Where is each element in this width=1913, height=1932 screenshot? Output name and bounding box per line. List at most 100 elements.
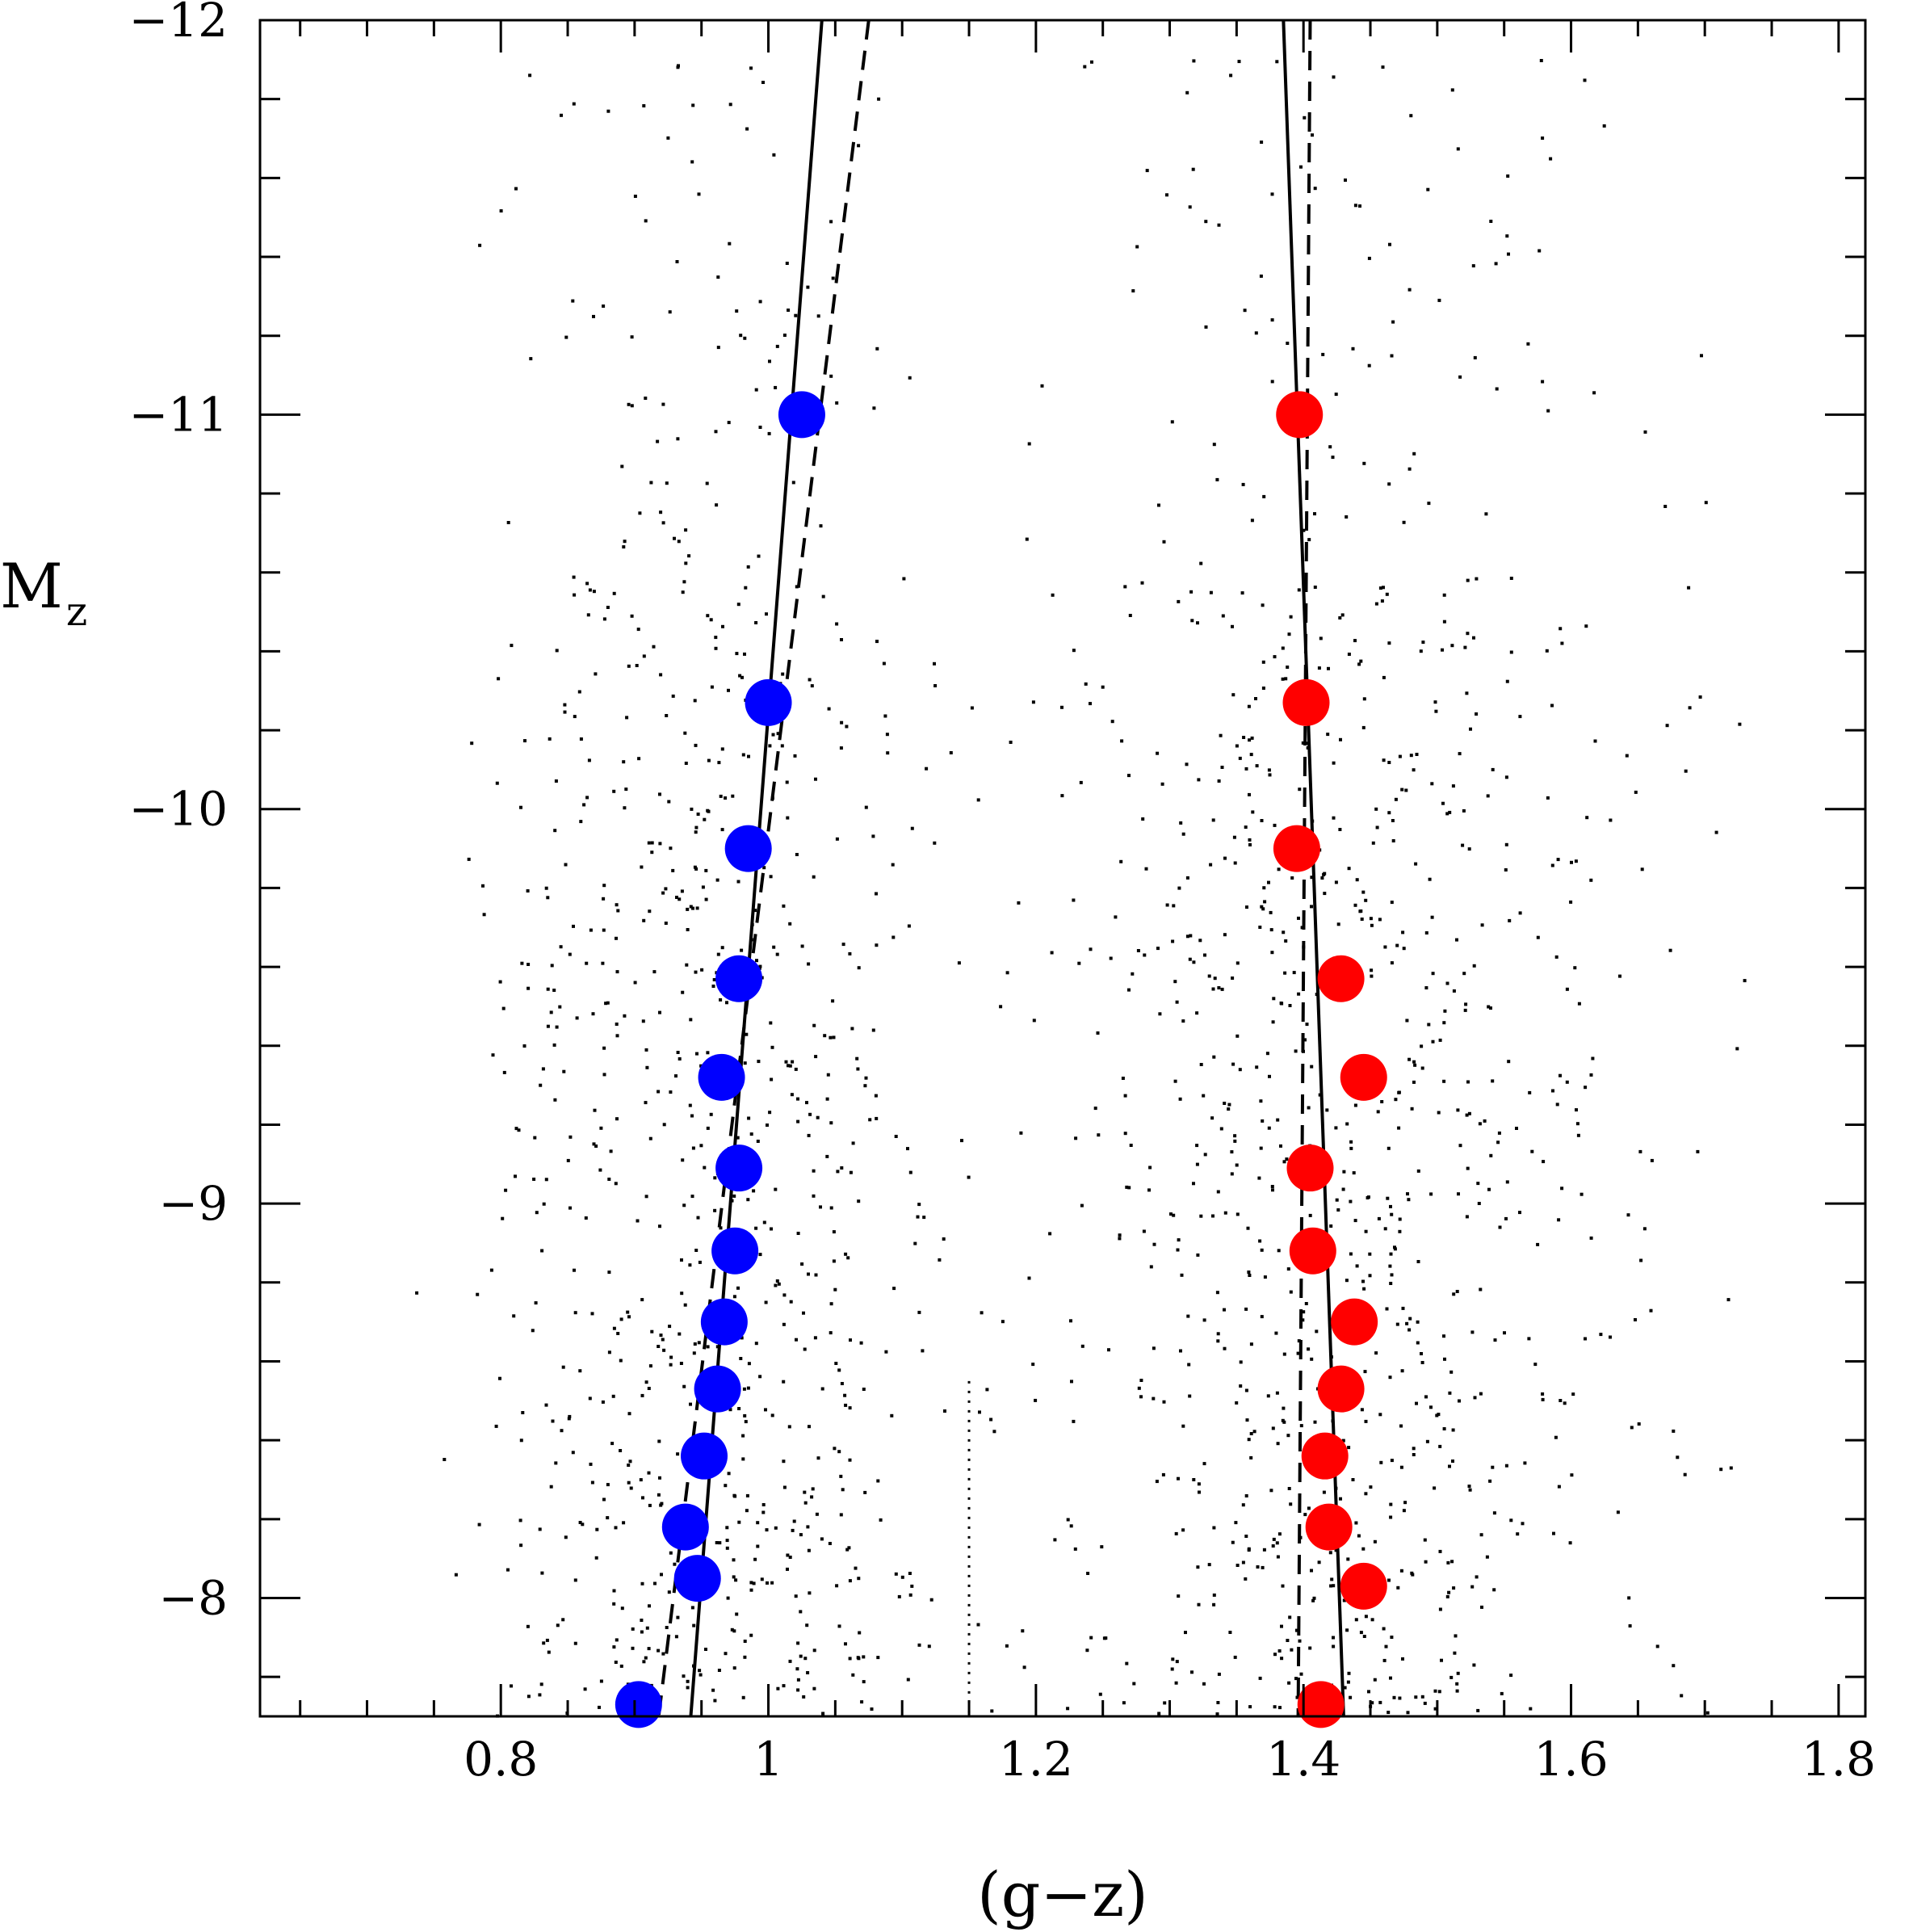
field-point [877, 97, 881, 101]
field-point [1212, 1526, 1216, 1530]
field-point [1294, 1677, 1298, 1681]
field-point [715, 1345, 719, 1349]
field-point [1231, 693, 1235, 697]
field-point [648, 1136, 652, 1140]
field-point [1415, 1401, 1418, 1405]
field-point [1262, 1548, 1266, 1552]
field-point [848, 1458, 852, 1462]
field-point [647, 1387, 651, 1390]
field-point [1442, 620, 1446, 624]
field-point [676, 1452, 680, 1456]
field-point [743, 1413, 747, 1418]
field-point [1173, 1079, 1177, 1083]
field-point [678, 897, 682, 901]
field-point [1389, 1502, 1393, 1506]
field-point [766, 1581, 769, 1585]
field-point [579, 737, 583, 741]
field-point [802, 1695, 806, 1699]
field-point [1271, 1544, 1275, 1548]
field-point [1504, 868, 1508, 872]
field-point [851, 1673, 855, 1677]
field-point [1169, 1212, 1173, 1216]
field-point [606, 606, 610, 609]
field-point [1565, 1080, 1569, 1084]
field-point [514, 1174, 517, 1178]
field-point [657, 1648, 661, 1653]
field-point [415, 1291, 419, 1295]
field-point [1370, 1618, 1374, 1622]
field-point [681, 590, 685, 594]
field-point [467, 857, 471, 861]
field-point [606, 109, 610, 113]
field-point [713, 1176, 717, 1180]
field-point [518, 1518, 522, 1522]
field-point [714, 636, 718, 640]
field-point [776, 1686, 780, 1690]
field-point [1230, 1150, 1234, 1154]
field-point [659, 673, 663, 677]
field-point [732, 1194, 736, 1198]
field-point [1357, 662, 1361, 666]
field-point [780, 744, 784, 748]
field-point [1221, 614, 1225, 618]
field-point [1233, 861, 1237, 865]
field-point [753, 909, 757, 913]
field-point [523, 739, 526, 743]
field-point [615, 1638, 619, 1642]
field-point [1591, 1056, 1595, 1060]
field-point [814, 777, 817, 781]
field-point [913, 1241, 917, 1245]
field-point [1507, 252, 1510, 256]
field-point [1270, 192, 1274, 196]
field-point [1410, 1571, 1414, 1575]
field-point [771, 733, 775, 737]
field-point [891, 863, 895, 867]
field-point [1400, 1369, 1404, 1373]
field-point [879, 1518, 883, 1522]
field-point [1327, 666, 1330, 670]
field-point [1408, 1317, 1412, 1321]
field-point [999, 1005, 1003, 1009]
field-point [933, 662, 936, 666]
field-point [585, 582, 589, 586]
field-point [1223, 933, 1227, 937]
field-point [671, 694, 675, 698]
field-point [1282, 1406, 1286, 1410]
field-point [538, 1693, 542, 1697]
field-point [1609, 818, 1613, 822]
field-point [1509, 650, 1513, 654]
field-point [1390, 961, 1394, 965]
field-point [1238, 756, 1242, 760]
field-point [1431, 1040, 1435, 1044]
field-point [1244, 1535, 1248, 1538]
field-point [571, 299, 575, 303]
field-point [1351, 346, 1355, 351]
field-point [1244, 1577, 1248, 1581]
field-point [664, 887, 668, 891]
field-point [1385, 1307, 1389, 1311]
field-point [1452, 1292, 1456, 1296]
field-point [1649, 1308, 1653, 1312]
field-point [1271, 1426, 1275, 1430]
field-point [716, 275, 720, 279]
field-point [755, 959, 758, 963]
field-point [675, 896, 678, 899]
field-point [1227, 1107, 1231, 1111]
red-point [1282, 678, 1330, 726]
field-point [1238, 1068, 1242, 1072]
field-point [813, 1336, 817, 1340]
field-point [658, 792, 661, 796]
field-point [1235, 1212, 1240, 1216]
field-point [1480, 923, 1484, 927]
field-point [610, 1442, 615, 1446]
field-point [682, 1203, 686, 1208]
field-point [906, 1147, 909, 1151]
field-point [1391, 320, 1395, 324]
field-point [786, 1553, 790, 1557]
field-point [782, 1485, 787, 1489]
field-point [1455, 938, 1458, 942]
field-point [1505, 679, 1509, 683]
field-point [839, 1513, 843, 1517]
field-point [782, 1322, 786, 1326]
field-point [540, 1249, 544, 1253]
